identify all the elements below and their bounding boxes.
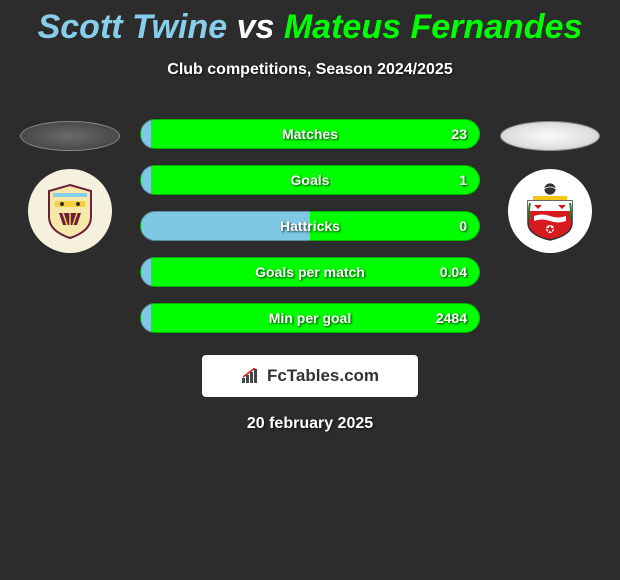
left-side <box>20 119 120 253</box>
stat-label: Min per goal <box>269 310 351 326</box>
stat-label: Goals per match <box>255 264 365 280</box>
stat-bar: Matches 23 <box>140 119 480 149</box>
subtitle: Club competitions, Season 2024/2025 <box>0 61 620 79</box>
chart-icon <box>241 368 261 384</box>
burnley-crest-icon <box>45 183 95 239</box>
player2-placeholder <box>500 121 600 151</box>
stat-bar: Goals per match 0.04 <box>140 257 480 287</box>
content-row: Matches 23 Goals 1 Hattricks 0 Goals per match… <box>0 119 620 333</box>
stat-label: Goals <box>291 172 330 188</box>
stat-right-value: 0 <box>459 218 467 234</box>
date-text: 20 february 2025 <box>0 415 620 433</box>
stat-bar: Hattricks 0 <box>140 211 480 241</box>
stat-bar: Min per goal 2484 <box>140 303 480 333</box>
player1-placeholder <box>20 121 120 151</box>
player2-name: Mateus Fernandes <box>284 8 583 46</box>
stat-right-value: 0.04 <box>440 264 467 280</box>
stat-right-value: 23 <box>451 126 467 142</box>
stat-bar: Goals 1 <box>140 165 480 195</box>
fctables-logo: FcTables.com <box>202 355 418 397</box>
stats-column: Matches 23 Goals 1 Hattricks 0 Goals per match… <box>140 119 480 333</box>
right-side <box>500 119 600 253</box>
logo-text: FcTables.com <box>267 366 379 386</box>
stat-right-value: 1 <box>459 172 467 188</box>
stat-right-value: 2484 <box>436 310 467 326</box>
page-title: Scott Twine vs Mateus Fernandes <box>0 8 620 47</box>
comparison-card: Scott Twine vs Mateus Fernandes Club com… <box>0 0 620 433</box>
stat-label: Hattricks <box>280 218 340 234</box>
vs-text: vs <box>237 8 275 46</box>
southampton-crest-icon <box>522 181 578 241</box>
player1-name: Scott Twine <box>38 8 228 46</box>
stat-label: Matches <box>282 126 338 142</box>
southampton-crest <box>508 169 592 253</box>
burnley-crest <box>28 169 112 253</box>
